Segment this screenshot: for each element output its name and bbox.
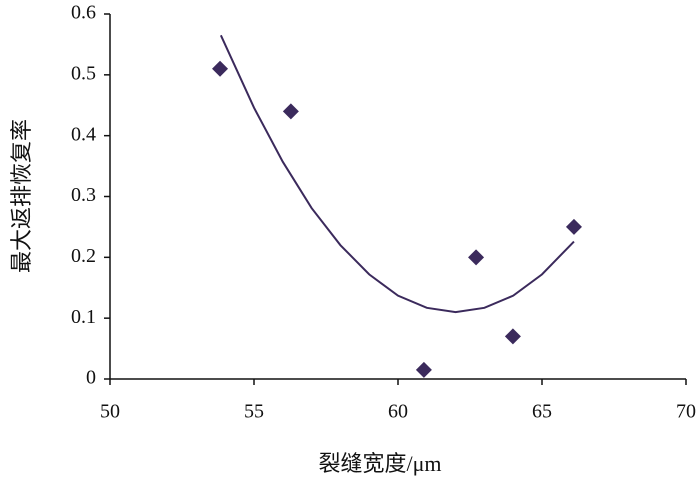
x-tick-label: 60 bbox=[388, 401, 408, 423]
point bbox=[415, 361, 432, 378]
x-tick-label: 70 bbox=[676, 401, 696, 423]
y-tick-label: 0.1 bbox=[71, 306, 96, 328]
x-tick-label: 55 bbox=[244, 401, 264, 423]
trendline bbox=[219, 34, 575, 314]
point bbox=[212, 60, 229, 77]
y-axis-label: 最大返排恢复率 bbox=[9, 119, 34, 273]
y-tick-label: 0.6 bbox=[71, 2, 96, 24]
point bbox=[504, 328, 521, 345]
point bbox=[282, 103, 299, 120]
y-tick-label: 0.5 bbox=[71, 62, 96, 84]
y-tick-label: 0.2 bbox=[71, 245, 96, 267]
point bbox=[468, 249, 485, 266]
x-axis-label: 裂缝宽度/μm bbox=[318, 451, 441, 476]
point bbox=[565, 218, 582, 235]
x-tick-label: 50 bbox=[100, 401, 120, 423]
x-tick-label: 65 bbox=[532, 401, 552, 423]
y-tick-label: 0.4 bbox=[71, 123, 96, 145]
y-tick-label: 0.3 bbox=[71, 184, 96, 206]
y-tick-label: 0 bbox=[86, 367, 96, 389]
